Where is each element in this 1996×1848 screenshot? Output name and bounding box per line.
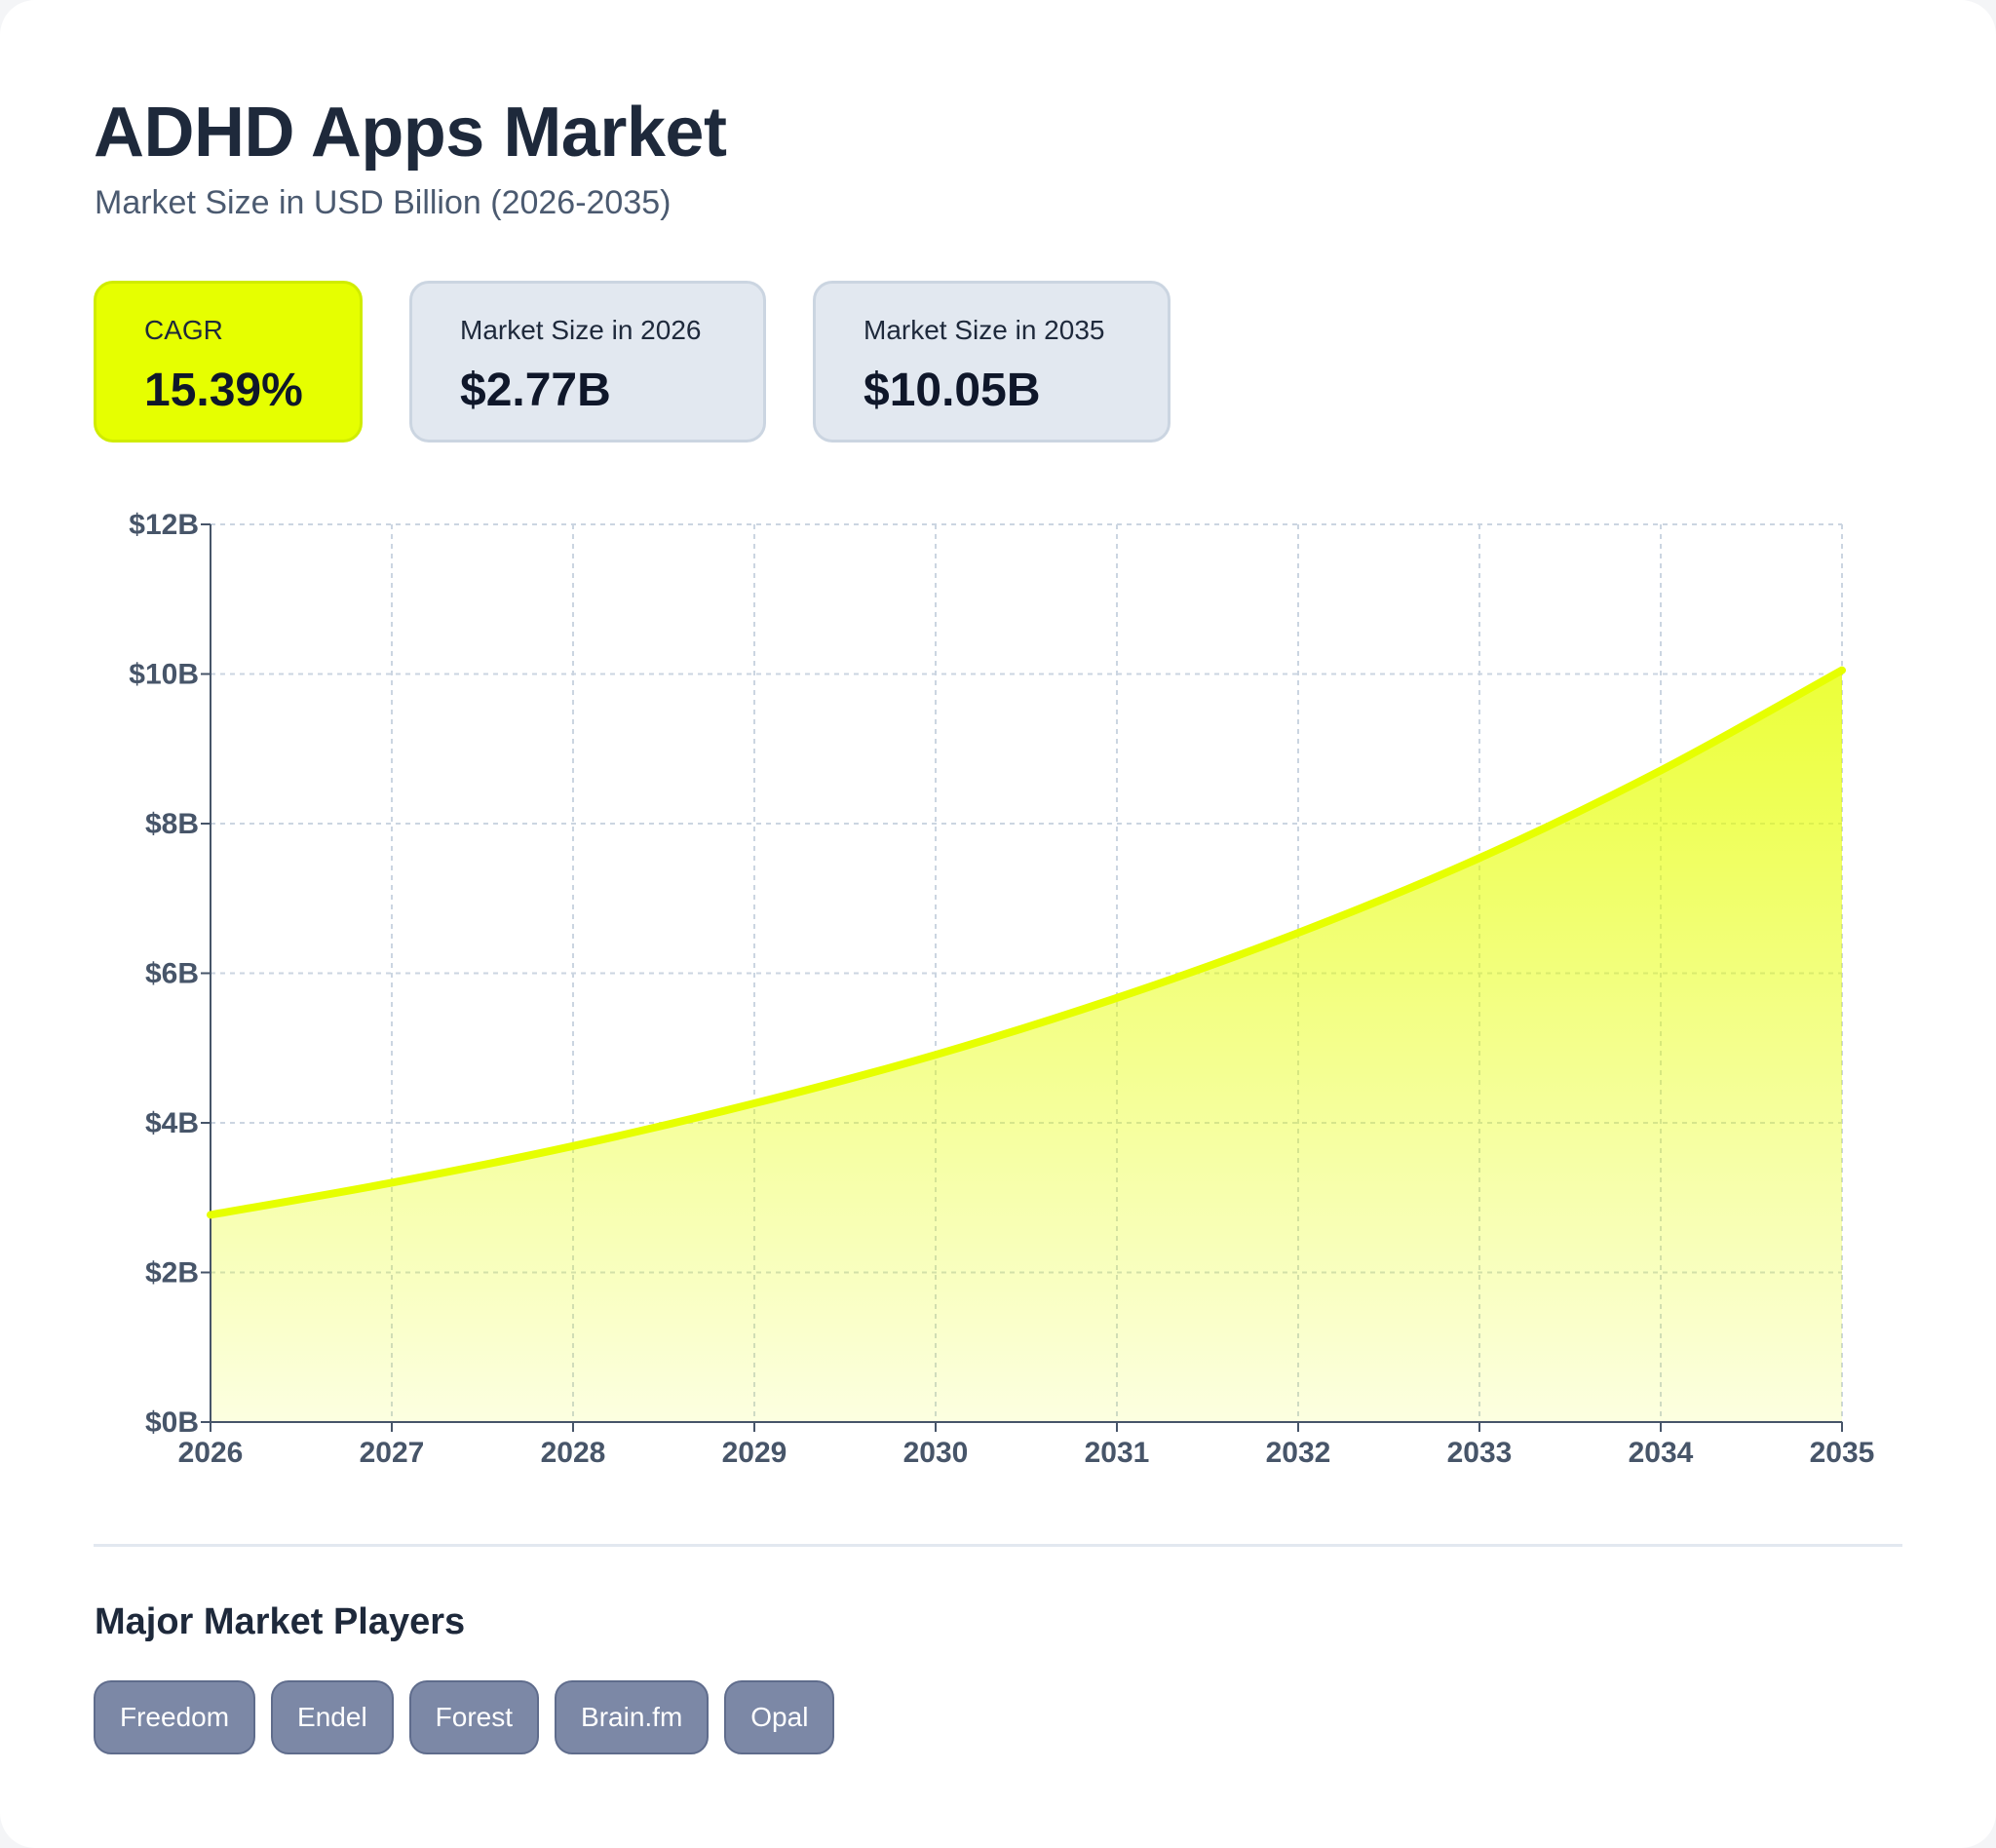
x-tick-label: 2032 xyxy=(1266,1437,1331,1469)
series-line xyxy=(207,666,1846,1219)
data-point-2033 xyxy=(1476,854,1483,862)
area-fill xyxy=(211,670,1842,1422)
market-size-area-chart: $0B $2B $4B $6B $8B $10B $12B 2026 2027 2028 2029 2… xyxy=(129,509,1874,1469)
stat-value: $2.77B xyxy=(460,365,611,416)
stat-label: CAGR xyxy=(144,315,223,345)
x-tick-label: 2035 xyxy=(1810,1437,1875,1469)
data-point-2030 xyxy=(932,1051,940,1059)
data-point-2032 xyxy=(1294,929,1302,937)
player-chip-forest[interactable]: Forest xyxy=(408,1680,540,1754)
x-tick-label: 2026 xyxy=(178,1437,244,1469)
cagr-stat-card: CAGR 15.39% xyxy=(94,281,363,443)
players-section-title: Major Market Players xyxy=(95,1601,466,1642)
player-chip-opal[interactable]: Opal xyxy=(724,1680,835,1754)
y-tick-label: $0B xyxy=(145,1406,199,1439)
page-title: ADHD Apps Market xyxy=(94,94,727,172)
stat-label: Market Size in 2035 xyxy=(864,315,1105,345)
data-point-2031 xyxy=(1113,994,1121,1002)
x-tick-label: 2027 xyxy=(360,1437,425,1469)
players-list: Freedom Endel Forest Brain.fm Opal xyxy=(94,1680,835,1754)
y-tick-label: $8B xyxy=(145,808,199,840)
x-tick-label: 2028 xyxy=(541,1437,606,1469)
x-tick-label: 2033 xyxy=(1447,1437,1513,1469)
y-tick-label: $4B xyxy=(145,1107,199,1139)
page-subtitle: Market Size in USD Billion (2026-2035) xyxy=(95,184,672,221)
x-tick-label: 2031 xyxy=(1085,1437,1150,1469)
stat-value: 15.39% xyxy=(144,365,303,416)
chart-axes xyxy=(201,523,1843,1432)
stat-value: $10.05B xyxy=(864,365,1041,416)
data-point-2035 xyxy=(1838,667,1846,674)
stat-label: Market Size in 2026 xyxy=(460,315,702,345)
y-tick-label: $12B xyxy=(129,509,199,541)
x-tick-label: 2030 xyxy=(903,1437,969,1469)
y-tick-label: $6B xyxy=(145,958,199,990)
section-divider xyxy=(94,1544,1902,1547)
y-tick-label: $10B xyxy=(129,659,199,691)
player-chip-endel[interactable]: Endel xyxy=(271,1680,394,1754)
y-tick-label: $2B xyxy=(145,1257,199,1290)
x-tick-label: 2034 xyxy=(1629,1437,1694,1469)
x-tick-label: 2029 xyxy=(722,1437,787,1469)
player-chip-brainfm[interactable]: Brain.fm xyxy=(555,1680,710,1754)
tick-labels: $0B $2B $4B $6B $8B $10B $12B 2026 2027 2028 2029 2… xyxy=(129,509,1874,1469)
data-point-2028 xyxy=(569,1142,577,1150)
player-chip-freedom[interactable]: Freedom xyxy=(94,1680,256,1754)
market-size-2035-card: Market Size in 2035 $10.05B xyxy=(813,281,1171,443)
data-point-2034 xyxy=(1657,767,1665,775)
data-point-2027 xyxy=(388,1178,396,1186)
data-point-2026 xyxy=(207,1211,214,1218)
data-point-2029 xyxy=(750,1099,758,1107)
market-size-2026-card: Market Size in 2026 $2.77B xyxy=(409,281,766,443)
